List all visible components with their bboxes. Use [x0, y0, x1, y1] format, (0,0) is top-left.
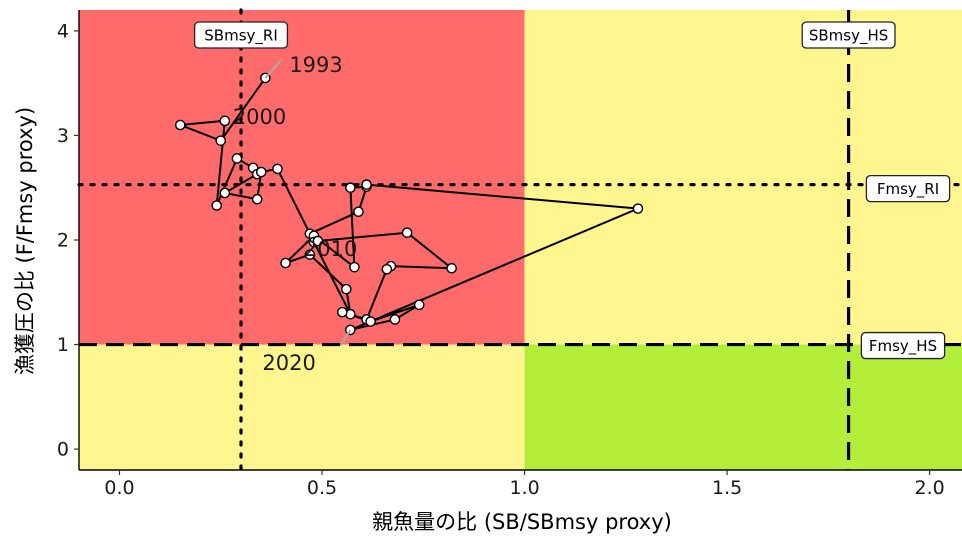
ref-label-box	[193, 21, 289, 49]
y-axis-title: 漁獲圧の比 (F/Fmsy proxy)	[13, 107, 37, 375]
x-tick-label: 0.0	[104, 477, 134, 499]
status-zones	[79, 10, 962, 470]
zone-overfished-low-f	[79, 344, 525, 470]
ref-label-box	[801, 21, 896, 49]
annotation-leader	[339, 329, 352, 347]
x-tick-label: 0.5	[307, 477, 337, 499]
y-tick-label: 2	[57, 230, 69, 252]
ref-label-fmsy-ri: Fmsy_RI	[865, 174, 951, 203]
year-label: 2010	[304, 237, 357, 261]
data-point	[211, 200, 223, 211]
y-tick-label: 4	[57, 20, 69, 42]
data-point	[312, 235, 324, 247]
ref-label-text: Fmsy_RI	[877, 180, 939, 199]
data-point	[336, 306, 348, 318]
y-tick-label: 3	[57, 125, 69, 147]
x-tick-label: 1.0	[509, 477, 539, 499]
data-point	[632, 203, 644, 214]
reference-labels: SBmsy_RI SBmsy_HS Fmsy_RI Fmsy_HS	[193, 21, 951, 360]
ref-label-text: SBmsy_RI	[204, 27, 277, 46]
data-point	[304, 249, 316, 260]
ref-label-box	[865, 174, 951, 203]
year-annotations: 1993 2000 2010 2020	[233, 53, 358, 375]
ref-label-box	[860, 331, 946, 360]
x-tick-label: 2.0	[914, 477, 944, 499]
data-point	[365, 316, 376, 327]
axes: 0.0 0.5 1.0 1.5 2.0 0 1 2 3 4	[57, 10, 962, 499]
data-point	[251, 193, 263, 205]
data-point	[231, 153, 243, 164]
data-point	[389, 314, 401, 325]
data-point	[219, 115, 231, 127]
zone-healthy	[524, 344, 962, 470]
y-tick-label: 0	[57, 439, 69, 461]
data-point	[345, 182, 356, 194]
data-point	[215, 135, 227, 146]
year-label: 1993	[289, 53, 342, 77]
x-tick-label: 1.5	[712, 477, 742, 499]
data-point	[219, 187, 231, 199]
x-axis-title: 親魚量の比 (SB/SBmsy proxy)	[372, 510, 672, 534]
data-point	[413, 299, 425, 311]
ref-label-fmsy-hs: Fmsy_HS	[860, 331, 946, 360]
data-point	[272, 163, 283, 175]
data-point	[280, 257, 291, 269]
ref-label-text: Fmsy_HS	[869, 337, 937, 356]
annotation-leader	[264, 59, 283, 79]
y-tick-label: 1	[57, 334, 69, 356]
data-point	[174, 119, 186, 131]
ref-label-sbmsy-ri: SBmsy_RI	[193, 21, 289, 49]
data-point	[255, 166, 267, 178]
data-point	[401, 227, 413, 238]
data-point	[381, 263, 393, 275]
data-point	[446, 262, 457, 274]
data-point	[353, 206, 364, 218]
data-point	[349, 261, 360, 273]
data-point	[341, 283, 352, 295]
ref-label-text: SBmsy_HS	[809, 27, 888, 46]
data-point	[361, 179, 372, 190]
year-label: 2020	[262, 351, 315, 375]
year-label: 2000	[233, 105, 286, 129]
ref-label-sbmsy-hs: SBmsy_HS	[801, 21, 896, 49]
